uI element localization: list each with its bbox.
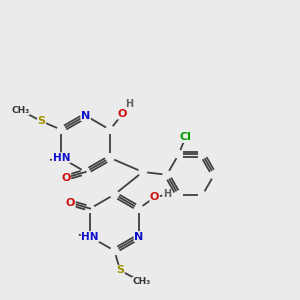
Text: CH₃: CH₃ <box>132 277 151 286</box>
Text: N: N <box>134 232 143 242</box>
Text: H: H <box>163 190 171 200</box>
Text: O: O <box>61 172 70 183</box>
Text: HN: HN <box>52 153 70 163</box>
Text: H: H <box>125 99 133 109</box>
Text: O: O <box>150 192 159 202</box>
Text: CH₃: CH₃ <box>11 106 29 115</box>
Text: O: O <box>66 198 75 208</box>
Text: O: O <box>118 109 127 119</box>
Text: HN: HN <box>81 232 99 242</box>
Text: Cl: Cl <box>179 132 191 142</box>
Text: N: N <box>81 111 90 121</box>
Text: S: S <box>38 116 46 126</box>
Text: S: S <box>116 266 124 275</box>
